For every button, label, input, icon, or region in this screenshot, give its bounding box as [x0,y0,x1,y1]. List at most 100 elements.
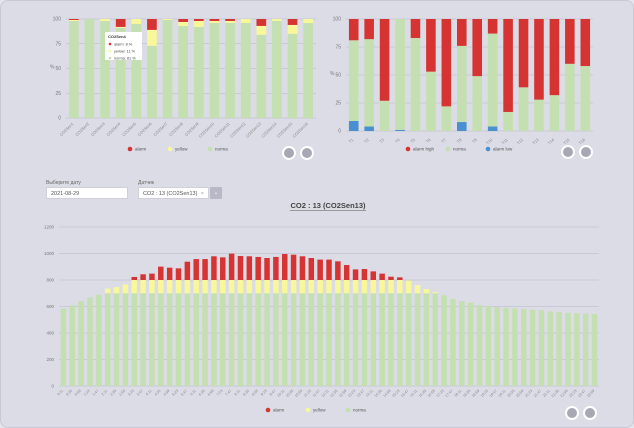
bar-norma[interactable] [84,19,95,118]
bar-norma[interactable] [534,99,544,131]
bar-yellow[interactable] [158,280,164,294]
bar-yellow[interactable] [272,19,282,21]
bar-norma[interactable] [290,293,297,386]
bar-norma[interactable] [68,20,79,119]
bar-norma[interactable] [379,293,385,386]
bar-norma[interactable] [78,301,84,386]
bar-norma[interactable] [582,313,589,386]
bar-alarm-high[interactable] [456,19,467,46]
bar-norma[interactable] [556,312,562,386]
bar-norma[interactable] [441,295,447,386]
bar-yellow[interactable] [131,19,142,24]
bar-norma[interactable] [147,45,157,119]
bar-norma[interactable] [348,40,359,121]
bar-norma[interactable] [361,293,368,386]
bar-norma[interactable] [104,293,111,386]
bar-norma[interactable] [303,22,314,118]
bar-norma[interactable] [405,293,412,386]
bar-yellow[interactable] [131,280,137,294]
bar-alarm[interactable] [352,269,359,280]
bar-norma[interactable] [456,45,467,123]
bar-norma[interactable] [538,310,545,386]
bar-yellow[interactable] [202,280,208,294]
bar-alarm[interactable] [326,259,332,280]
bar-alarm-low[interactable] [364,126,374,131]
bar-norma[interactable] [317,293,323,386]
bar-yellow[interactable] [162,19,173,20]
bar-norma[interactable] [423,293,430,386]
bar-alarm[interactable] [115,19,126,27]
bar-yellow[interactable] [256,25,267,35]
bar-yellow[interactable] [361,280,368,294]
bar-alarm-high[interactable] [534,19,544,100]
bar-alarm-high[interactable] [487,19,498,34]
bar-alarm[interactable] [131,276,137,280]
bar-norma[interactable] [467,302,474,386]
bar-alarm[interactable] [287,19,298,25]
bar-alarm[interactable] [237,256,244,280]
bar-norma[interactable] [228,293,235,386]
bar-norma[interactable] [273,293,279,386]
bar-norma[interactable] [184,293,191,386]
bar-alarm[interactable] [281,254,288,280]
date-input[interactable]: 2021-08-29 [46,187,128,199]
bar-alarm[interactable] [379,273,385,280]
bar-alarm[interactable] [264,258,270,280]
bar-norma[interactable] [580,66,591,131]
bar-yellow[interactable] [100,19,110,21]
bar-norma[interactable] [281,293,288,386]
bar-norma[interactable] [441,106,452,131]
bar-alarm[interactable] [308,258,315,280]
bar-norma[interactable] [178,25,189,118]
bar-alarm[interactable] [202,259,208,280]
bar-alarm[interactable] [335,261,341,280]
bar-yellow[interactable] [326,280,332,294]
bar-yellow[interactable] [352,280,359,294]
bar-alarm[interactable] [166,267,173,280]
clear-icon[interactable]: × [200,191,204,197]
bar-alarm[interactable] [220,257,226,280]
bar-yellow[interactable] [225,20,235,23]
bar-norma[interactable] [162,19,173,119]
bar-yellow[interactable] [290,280,297,294]
bar-norma[interactable] [131,23,142,119]
bar-alarm[interactable] [299,256,306,280]
bar-norma[interactable] [246,293,253,386]
bar-alarm[interactable] [370,271,377,280]
bar-yellow[interactable] [432,292,438,294]
bar-yellow[interactable] [193,280,199,294]
bar-yellow[interactable] [220,280,226,294]
bar-yellow[interactable] [113,287,120,294]
bar-norma[interactable] [487,33,498,127]
bar-yellow[interactable] [255,280,261,294]
bar-norma[interactable] [512,308,518,386]
bar-alarm[interactable] [158,266,164,280]
bar-norma[interactable] [209,22,220,118]
bar-alarm[interactable] [255,256,261,280]
bar-norma[interactable] [287,33,298,118]
bar-norma[interactable] [397,293,403,386]
bar-norma[interactable] [166,293,173,386]
bar-yellow[interactable] [317,280,323,294]
bar-norma[interactable] [255,293,261,386]
bar-alarm[interactable] [343,265,350,280]
bar-norma[interactable] [565,312,571,386]
bar-yellow[interactable] [175,280,182,294]
bar-alarm-high[interactable] [426,19,436,72]
bar-alarm-low[interactable] [456,122,467,131]
bar-norma[interactable] [100,20,110,119]
bar-norma[interactable] [264,293,270,386]
bar-norma[interactable] [193,26,204,119]
bar-alarm[interactable] [68,19,79,20]
bar-yellow[interactable] [370,280,377,294]
bar-yellow[interactable] [388,280,394,294]
bar-alarm[interactable] [140,274,146,280]
bar-norma[interactable] [414,293,421,386]
bar-alarm[interactable] [228,253,235,280]
bar-alarm[interactable] [147,19,157,30]
bar-alarm-high[interactable] [410,19,421,39]
bar-norma[interactable] [574,313,580,386]
bar-norma[interactable] [503,111,513,131]
bar-yellow[interactable] [414,285,421,294]
bar-norma[interactable] [220,293,226,386]
